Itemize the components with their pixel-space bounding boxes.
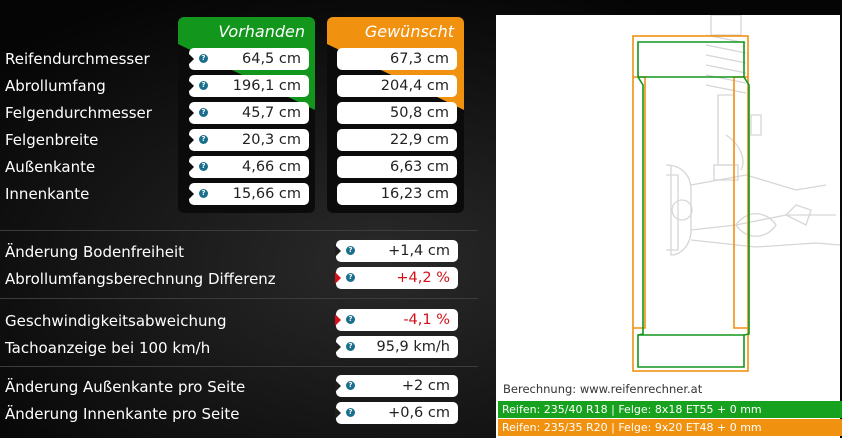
notch-icon xyxy=(335,407,341,419)
notch-icon xyxy=(335,380,341,392)
notch-icon xyxy=(188,161,194,173)
diff-label-abrollumfang: Abrollumfangsberechnung Differenz xyxy=(5,270,276,288)
diff-value-field: ? +0,6 cm xyxy=(335,402,458,424)
desired-value: 50,8 cm xyxy=(390,105,449,121)
help-icon[interactable]: ? xyxy=(199,54,208,63)
current-value-field: ? 20,3 cm xyxy=(188,129,309,151)
notch-icon xyxy=(335,341,341,353)
help-icon[interactable]: ? xyxy=(346,408,355,417)
desired-value: 67,3 cm xyxy=(390,51,449,67)
help-icon[interactable]: ? xyxy=(199,162,208,171)
desired-value-field: 50,8 cm xyxy=(337,102,457,124)
desired-value-field: 16,23 cm xyxy=(337,183,457,205)
current-value: 45,7 cm xyxy=(242,105,301,121)
diff-value: +0,6 cm xyxy=(388,405,450,421)
row-label-innenkante: Innenkante xyxy=(5,185,90,203)
help-icon[interactable]: ? xyxy=(346,315,355,324)
warning-notch-icon xyxy=(335,272,341,284)
help-icon[interactable]: ? xyxy=(199,108,208,117)
row-label-abrollumfang: Abrollumfang xyxy=(5,77,106,95)
diff-value-field: ? +2 cm xyxy=(335,375,458,397)
row-label-reifendurchmesser: Reifendurchmesser xyxy=(5,50,150,68)
current-value: 64,5 cm xyxy=(242,51,301,67)
notch-icon xyxy=(188,107,194,119)
diff-value-field: ? -4,1 % xyxy=(335,309,458,331)
help-icon[interactable]: ? xyxy=(199,81,208,90)
notch-icon xyxy=(188,188,194,200)
desired-value: 22,9 cm xyxy=(390,132,449,148)
notch-icon xyxy=(188,134,194,146)
wheel-diagram-panel xyxy=(496,15,840,438)
desired-spec-bar: Reifen: 235/35 R20 | Felge: 9x20 ET48 + … xyxy=(498,419,842,436)
current-value: 15,66 cm xyxy=(232,186,301,202)
diff-label-geschwindigkeit: Geschwindigkeitsabweichung xyxy=(5,312,227,330)
help-icon[interactable]: ? xyxy=(346,246,355,255)
current-value-field: ? 15,66 cm xyxy=(188,183,309,205)
source-credit: Berechnung: www.reifenrechner.at xyxy=(503,382,703,396)
diff-value-field: ? 95,9 km/h xyxy=(335,336,458,358)
current-value: 20,3 cm xyxy=(242,132,301,148)
suspension-diagram xyxy=(632,15,840,372)
current-value: 196,1 cm xyxy=(232,78,301,94)
diff-value: -4,1 % xyxy=(403,312,450,328)
help-icon[interactable]: ? xyxy=(199,189,208,198)
current-value-field: ? 196,1 cm xyxy=(188,75,309,97)
row-label-felgendurchmesser: Felgendurchmesser xyxy=(5,104,152,122)
desired-value: 204,4 cm xyxy=(380,78,449,94)
diff-label-bodenfreiheit: Änderung Bodenfreiheit xyxy=(5,243,185,261)
help-icon[interactable]: ? xyxy=(346,381,355,390)
desired-value: 16,23 cm xyxy=(380,186,449,202)
diff-label-innenkante: Änderung Innenkante pro Seite xyxy=(5,405,240,423)
divider xyxy=(0,298,478,299)
notch-icon xyxy=(188,80,194,92)
current-value-field: ? 45,7 cm xyxy=(188,102,309,124)
desired-value-field: 204,4 cm xyxy=(337,75,457,97)
diff-value-field: ? +1,4 cm xyxy=(335,240,458,262)
divider xyxy=(0,366,478,367)
header-desired: Gewünscht xyxy=(327,17,464,44)
current-value-field: ? 4,66 cm xyxy=(188,156,309,178)
row-label-aussenkante: Außenkante xyxy=(5,158,96,176)
desired-value: 6,63 cm xyxy=(390,159,449,175)
row-label-felgenbreite: Felgenbreite xyxy=(5,131,99,149)
diff-value: 95,9 km/h xyxy=(376,339,451,355)
current-spec-bar: Reifen: 235/40 R18 | Felge: 8x18 ET55 + … xyxy=(498,401,842,418)
notch-icon xyxy=(335,245,341,257)
diff-value-field: ? +4,2 % xyxy=(335,267,458,289)
diff-value: +4,2 % xyxy=(396,270,450,286)
diff-value: +1,4 cm xyxy=(388,243,450,259)
divider xyxy=(0,230,478,231)
diff-label-aussenkante: Änderung Außenkante pro Seite xyxy=(5,378,246,396)
help-icon[interactable]: ? xyxy=(346,273,355,282)
help-icon[interactable]: ? xyxy=(199,135,208,144)
current-value: 4,66 cm xyxy=(242,159,301,175)
diff-value: +2 cm xyxy=(401,378,450,394)
notch-icon xyxy=(188,53,194,65)
desired-value-field: 67,3 cm xyxy=(337,48,457,70)
diff-label-tachoanzeige: Tachoanzeige bei 100 km/h xyxy=(5,339,211,357)
current-value-field: ? 64,5 cm xyxy=(188,48,309,70)
desired-value-field: 6,63 cm xyxy=(337,156,457,178)
help-icon[interactable]: ? xyxy=(346,342,355,351)
warning-notch-icon xyxy=(335,314,341,326)
desired-value-field: 22,9 cm xyxy=(337,129,457,151)
header-current: Vorhanden xyxy=(178,17,315,44)
